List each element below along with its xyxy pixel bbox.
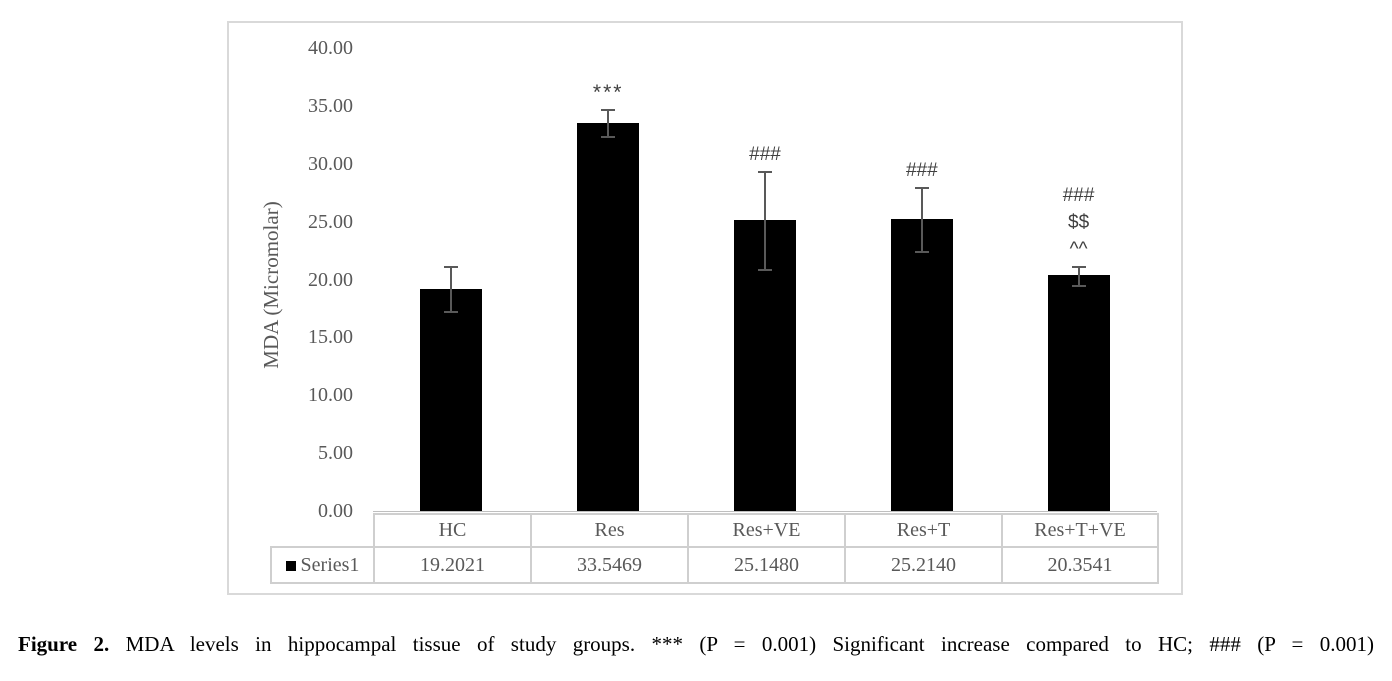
table-category-cell: Res+VE [687, 513, 846, 548]
error-bar-cap [601, 108, 616, 111]
error-bar-cap [444, 310, 459, 313]
error-bar [764, 172, 766, 270]
table-value-cell: 20.3541 [1001, 546, 1159, 584]
figure-caption: Figure 2. MDA levels in hippocampal tiss… [18, 630, 1374, 659]
table-value-cell: 19.2021 [373, 546, 532, 584]
error-bar [607, 109, 610, 137]
bar [1047, 275, 1110, 511]
error-bar [450, 266, 453, 312]
table-legend-cell: Series1 [270, 546, 375, 584]
legend-series-label: Series1 [300, 553, 360, 576]
annotation-line: *** [592, 80, 624, 104]
figure-caption-label: Figure 2. [18, 632, 110, 656]
bar [577, 122, 640, 511]
figure-caption-text: MDA levels in hippocampal tissue of stud… [125, 632, 1374, 656]
significance-annotation: ### [749, 141, 781, 168]
chart-data-table: HC Res Res+VE Res+T Res+T+VE Series1 19.2021 33… [270, 513, 1159, 584]
annotation-line: ^^ [1069, 238, 1088, 260]
y-axis-tick-label: 20.00 [308, 268, 353, 291]
table-category-cell: HC [373, 513, 532, 548]
y-axis-tick-label: 15.00 [308, 326, 353, 349]
y-axis-tick-label: 35.00 [308, 94, 353, 117]
x-axis-line [373, 511, 1157, 512]
y-axis-tick-label: 30.00 [308, 152, 353, 175]
error-bar-cap [914, 186, 929, 189]
significance-annotation: ### $$ ^^ [1063, 182, 1095, 263]
significance-annotation: *** [593, 79, 624, 106]
error-bar [920, 187, 923, 252]
error-bar-cap [914, 250, 929, 253]
y-axis-tick-label: 25.00 [308, 210, 353, 233]
table-category-cell: Res [530, 513, 689, 548]
chart-area: MDA (Micromolar) HC Res Res+VE Res+T Res+T+V… [227, 21, 1183, 595]
error-bar-cap [601, 135, 616, 138]
error-bar-cap [444, 265, 459, 268]
annotation-line: ### [749, 144, 781, 166]
significance-annotation: ### [906, 157, 938, 184]
annotation-line: ### [1062, 184, 1095, 206]
table-category-cell: Res+T [844, 513, 1003, 548]
bar [420, 288, 483, 511]
error-bar-cap [1071, 284, 1086, 287]
y-axis-tick-label: 10.00 [308, 384, 353, 407]
error-bar-cap [758, 268, 772, 271]
table-value-cell: 25.1480 [687, 546, 846, 584]
annotation-line: ### [905, 159, 938, 181]
error-bar [1077, 266, 1080, 286]
bar [890, 219, 953, 511]
table-category-cell: Res+T+VE [1001, 513, 1159, 548]
y-axis-tick-label: 40.00 [308, 37, 353, 59]
error-bar-cap [758, 171, 772, 174]
error-bar-cap [1071, 265, 1086, 268]
table-value-cell: 25.2140 [844, 546, 1003, 584]
y-axis-tick-label: 5.00 [318, 442, 353, 465]
legend-marker-icon [285, 560, 296, 571]
y-axis-tick-label: 0.00 [318, 500, 353, 522]
table-value-cell: 33.5469 [530, 546, 689, 584]
annotation-line: $$ [1068, 211, 1090, 233]
